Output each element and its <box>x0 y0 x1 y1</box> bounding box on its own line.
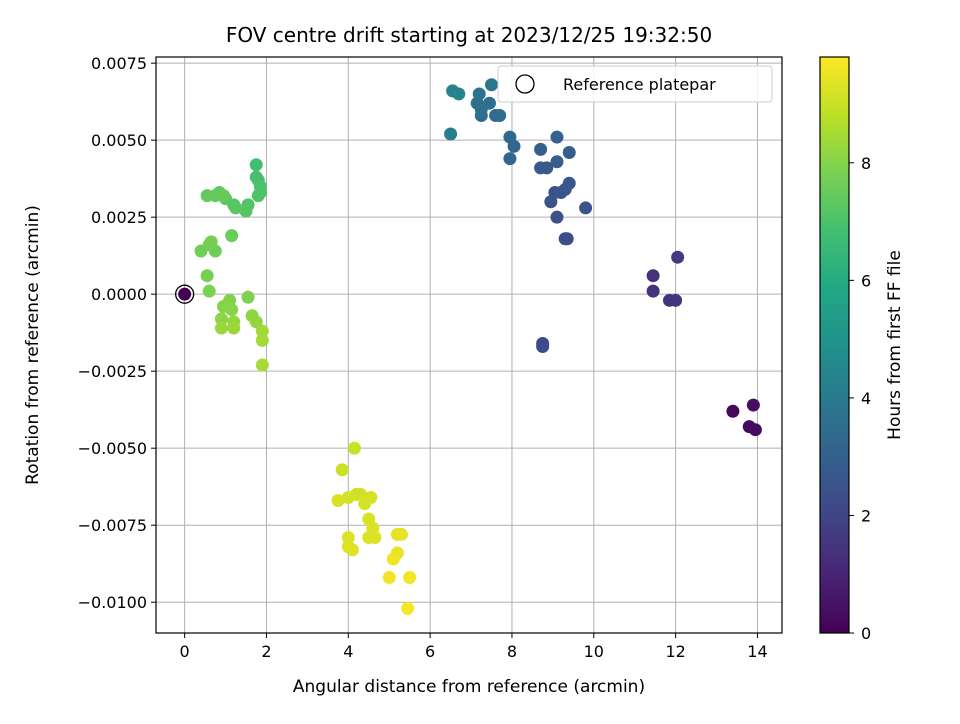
data-point <box>217 189 231 203</box>
plot-frame <box>155 56 783 634</box>
y-tick-label: 0.0025 <box>91 208 147 227</box>
data-point <box>204 235 218 249</box>
data-point <box>401 601 415 615</box>
data-point <box>255 324 269 338</box>
data-point <box>345 543 359 557</box>
colorbar-tick-label: 4 <box>861 389 871 408</box>
data-point <box>485 78 499 92</box>
reference-marker-layer <box>174 284 195 304</box>
x-tick-label: 2 <box>261 642 271 661</box>
colorbar-ticks: 0 2 4 6 8 <box>849 154 871 643</box>
x-tick-label: 14 <box>747 642 767 661</box>
reference-point-fill <box>178 287 192 301</box>
data-point <box>562 176 576 190</box>
chart-title: FOV centre drift starting at 2023/12/25 … <box>226 23 712 47</box>
y-tick-label: −0.0075 <box>78 516 147 535</box>
reference-platepar-marker <box>174 284 195 304</box>
data-point <box>255 358 269 372</box>
data-point <box>472 87 486 101</box>
x-tick-label: 6 <box>425 642 435 661</box>
legend: Reference platepar <box>497 65 773 103</box>
data-point <box>748 423 762 437</box>
y-tick-label: −0.0100 <box>78 593 147 612</box>
data-point <box>249 158 263 172</box>
x-ticks: 0 2 4 6 8 10 12 14 <box>180 633 768 661</box>
data-point <box>493 109 507 123</box>
data-point <box>341 531 355 545</box>
data-point <box>341 490 355 504</box>
data-point <box>358 497 372 511</box>
colorbar-tick-label: 0 <box>861 624 871 643</box>
colorbar <box>819 56 850 634</box>
data-point <box>550 210 564 224</box>
legend-box <box>497 65 773 103</box>
data-point <box>560 232 574 246</box>
y-tick-label: 0.0000 <box>91 285 147 304</box>
data-point <box>347 441 361 455</box>
grid-lines <box>156 57 782 633</box>
data-point <box>214 312 228 326</box>
x-tick-label: 10 <box>584 642 604 661</box>
data-point <box>368 531 382 545</box>
data-point <box>482 96 496 110</box>
y-axis-label: Rotation from reference (arcmin) <box>23 205 43 485</box>
data-point <box>239 204 253 218</box>
data-point <box>200 269 214 283</box>
y-ticks: 0.0075 0.0050 0.0025 0.0000 −0.0025 −0.0050 −0… <box>78 54 156 612</box>
data-point <box>225 303 239 317</box>
data-point <box>403 571 417 585</box>
x-tick-label: 8 <box>507 642 517 661</box>
data-point <box>200 189 214 203</box>
data-point <box>562 145 576 159</box>
data-point <box>386 552 400 566</box>
y-tick-label: 0.0050 <box>91 131 147 150</box>
data-point <box>255 333 269 347</box>
data-point <box>444 127 458 141</box>
y-tick-label: −0.0050 <box>78 439 147 458</box>
data-point <box>726 404 740 418</box>
data-point <box>202 284 216 298</box>
y-tick-label: −0.0025 <box>78 362 147 381</box>
data-point <box>227 321 241 335</box>
data-point <box>669 293 683 307</box>
data-point <box>249 315 263 329</box>
data-point <box>540 161 554 175</box>
legend-label: Reference platepar <box>563 75 716 94</box>
data-point <box>331 494 345 508</box>
data-point <box>382 571 396 585</box>
data-point <box>251 189 265 203</box>
legend-marker-icon <box>515 74 535 94</box>
data-point <box>579 201 593 215</box>
colorbar-label: Hours from first FF file <box>885 250 905 440</box>
colorbar-tick-label: 8 <box>861 154 871 173</box>
data-point <box>671 250 685 264</box>
x-axis-label: Angular distance from reference (arcmin) <box>293 677 645 697</box>
data-point <box>335 463 349 477</box>
x-tick-label: 4 <box>343 642 353 661</box>
data-point <box>550 130 564 144</box>
x-tick-label: 12 <box>665 642 685 661</box>
y-tick-label: 0.0075 <box>91 54 147 73</box>
data-point <box>550 155 564 169</box>
data-point <box>534 142 548 156</box>
data-point <box>536 340 550 354</box>
data-point <box>241 290 255 304</box>
data-point <box>452 87 466 101</box>
data-point <box>225 229 239 243</box>
data-point <box>214 321 228 335</box>
data-points <box>194 78 762 615</box>
data-point <box>503 130 517 144</box>
colorbar-tick-label: 6 <box>861 271 871 290</box>
data-point <box>746 398 760 412</box>
data-point <box>503 152 517 166</box>
data-point <box>646 269 660 283</box>
x-tick-label: 0 <box>180 642 190 661</box>
data-point <box>646 284 660 298</box>
data-point <box>394 527 408 541</box>
colorbar-tick-label: 2 <box>861 506 871 525</box>
data-point <box>229 201 243 215</box>
